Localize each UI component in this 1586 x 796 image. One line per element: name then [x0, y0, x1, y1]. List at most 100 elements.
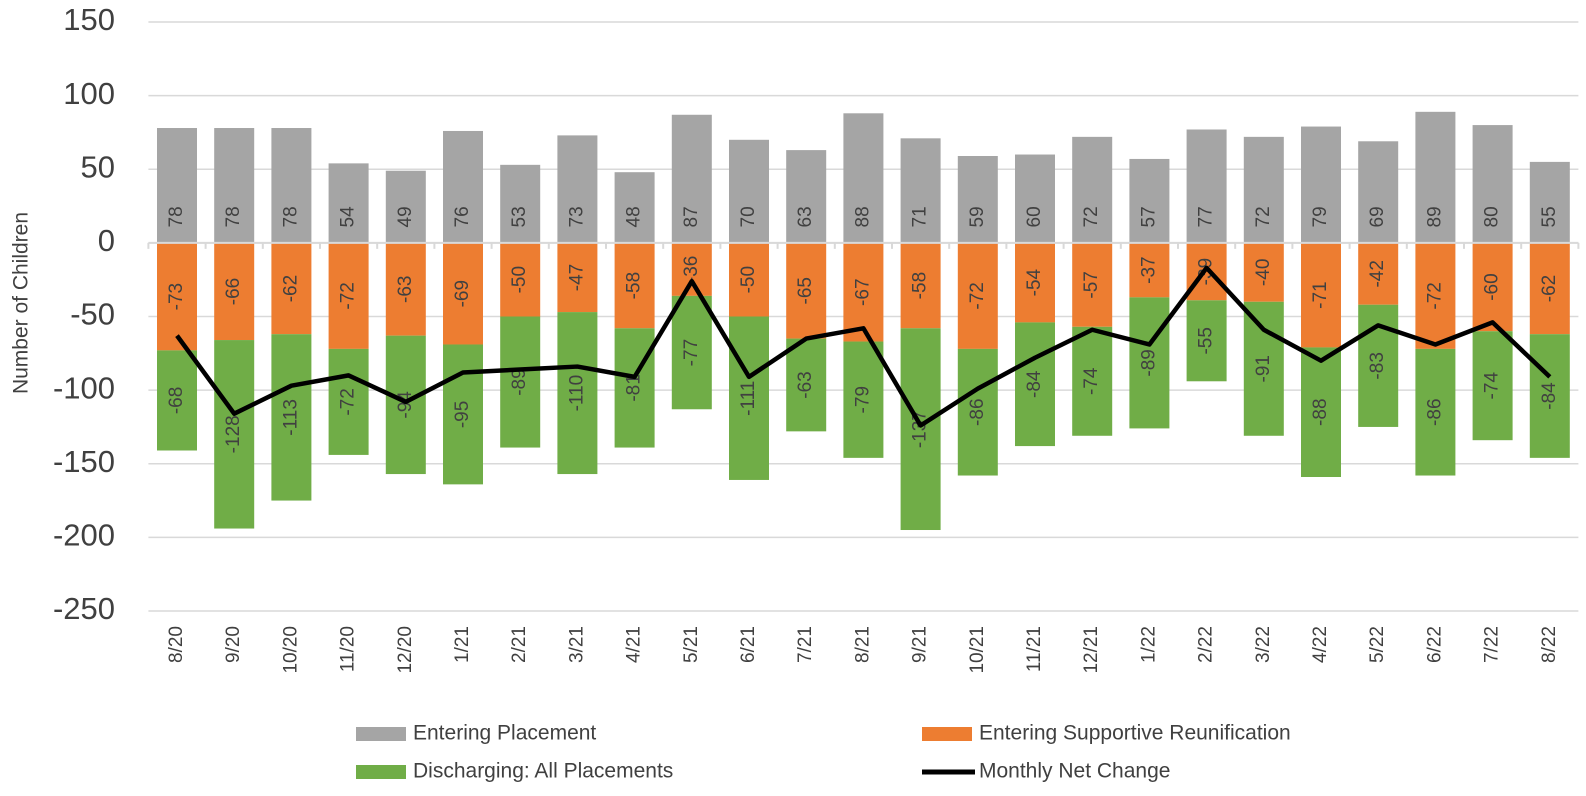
bar — [843, 341, 884, 458]
bar — [1072, 136, 1113, 243]
bar — [157, 350, 197, 451]
bar — [1072, 326, 1113, 436]
legend-label: Entering Supportive Reunification — [979, 722, 1291, 745]
data-label: 57 — [1138, 206, 1159, 227]
bar — [1243, 136, 1284, 243]
bar — [1529, 161, 1570, 243]
bar — [385, 242, 426, 336]
data-label: -110 — [566, 375, 587, 412]
data-label: 78 — [166, 206, 187, 227]
data-label: -50 — [509, 266, 530, 293]
x-tick-label: 6/22 — [1424, 626, 1445, 663]
y-tick-label: 150 — [63, 2, 115, 37]
bar — [957, 155, 998, 243]
data-label: -55 — [1196, 327, 1217, 354]
legend-label: Discharging: All Placements — [413, 760, 673, 783]
data-label: -86 — [967, 398, 988, 425]
bar — [557, 312, 598, 475]
bar — [671, 114, 712, 243]
data-label: -95 — [452, 401, 473, 428]
bar — [614, 242, 655, 329]
bar — [900, 138, 941, 243]
bar — [729, 242, 769, 317]
net-change-line — [175, 265, 1552, 428]
x-tick-label: 9/21 — [910, 626, 931, 663]
x-tick-label: 10/21 — [967, 626, 988, 674]
bar — [1472, 125, 1513, 243]
data-label: 63 — [795, 206, 816, 227]
data-label: 53 — [509, 206, 530, 227]
data-label: -89 — [509, 368, 530, 395]
bar — [214, 242, 255, 341]
bar — [443, 130, 483, 243]
data-label: -128 — [223, 415, 244, 453]
x-tick-label: 12/21 — [1081, 626, 1102, 674]
bar — [328, 242, 369, 349]
bar — [1015, 322, 1055, 447]
bar — [157, 128, 197, 243]
x-tick-label: 4/21 — [624, 626, 645, 663]
x-tick-label: 5/21 — [681, 626, 702, 663]
bar — [214, 128, 255, 243]
bar — [900, 242, 941, 329]
data-label: -63 — [795, 371, 816, 398]
x-tick-label: 8/22 — [1539, 626, 1560, 663]
x-tick-label: 11/20 — [338, 626, 359, 672]
data-label: 60 — [1024, 206, 1045, 227]
x-tick-label: 9/20 — [223, 626, 244, 663]
bar — [843, 242, 884, 342]
data-label: -72 — [338, 282, 359, 309]
data-label: -58 — [910, 272, 931, 299]
data-label: -36 — [681, 256, 702, 283]
bar — [1129, 297, 1170, 429]
data-label: 73 — [566, 206, 587, 227]
x-tick-label: 7/21 — [795, 626, 816, 663]
data-label: -62 — [1539, 275, 1560, 302]
x-tick-label: 8/21 — [852, 626, 873, 663]
x-tick-label: 11/21 — [1024, 626, 1045, 672]
bar — [786, 150, 827, 243]
data-label: -84 — [1539, 382, 1560, 410]
bar — [1129, 242, 1170, 298]
data-label: -42 — [1367, 260, 1388, 287]
x-tick-label: 2/21 — [509, 626, 530, 663]
data-label: -47 — [566, 264, 587, 291]
data-label: 87 — [681, 206, 702, 227]
data-label: -83 — [1367, 352, 1388, 379]
data-label: -72 — [1424, 282, 1445, 309]
bar — [786, 242, 827, 339]
legend-swatch — [356, 727, 406, 741]
y-tick-label: -150 — [53, 444, 115, 479]
y-tick-label: 50 — [81, 149, 115, 184]
bar — [500, 316, 541, 448]
x-tick-label: 12/20 — [395, 626, 416, 674]
data-label: 78 — [280, 206, 301, 227]
data-label: 77 — [1196, 206, 1217, 227]
data-label: 89 — [1424, 206, 1445, 227]
data-label: 59 — [967, 206, 988, 227]
data-label: -67 — [852, 278, 873, 305]
bar — [271, 242, 312, 335]
bar — [671, 295, 712, 410]
data-label: 70 — [738, 206, 759, 227]
x-tick-label: 3/22 — [1253, 626, 1274, 663]
bar — [729, 316, 769, 480]
x-tick-label: 2/22 — [1196, 626, 1217, 663]
bar — [1415, 242, 1456, 349]
data-label: 69 — [1367, 206, 1388, 227]
bar — [671, 242, 712, 296]
y-tick-label: -200 — [53, 518, 115, 553]
data-label: 54 — [338, 206, 359, 228]
bar — [157, 242, 197, 351]
bar — [1472, 331, 1513, 441]
bar — [729, 139, 769, 243]
data-label: -72 — [967, 282, 988, 309]
data-label: -73 — [166, 283, 187, 310]
bar — [1015, 242, 1055, 323]
bar — [214, 340, 255, 529]
data-label: -72 — [338, 388, 359, 415]
bar — [328, 348, 369, 455]
x-tick-label: 5/22 — [1367, 626, 1388, 663]
bar — [843, 113, 884, 243]
data-label: -77 — [681, 339, 702, 366]
